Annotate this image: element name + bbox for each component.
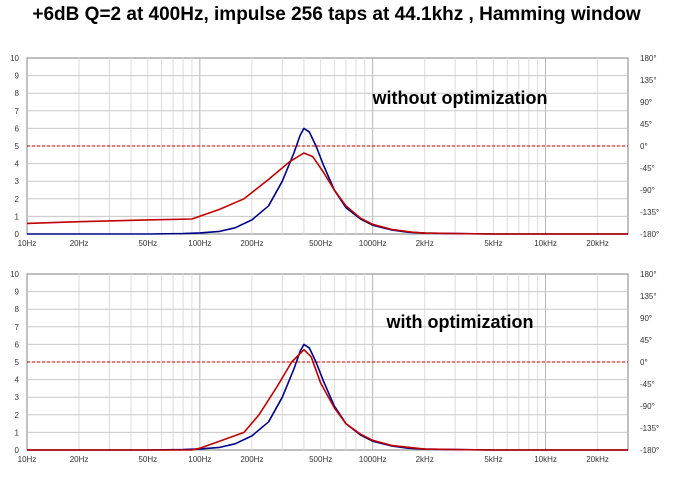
y2-tick-label: 180°	[640, 54, 657, 63]
x-tick-label: 500Hz	[309, 455, 332, 464]
y-tick-label: 8	[15, 89, 20, 98]
x-tick-label: 20kHz	[586, 239, 609, 248]
x-tick-label: 50Hz	[138, 455, 157, 464]
x-tick-label: 100Hz	[188, 239, 211, 248]
y2-tick-label: 0°	[640, 142, 648, 151]
panel-annotation: without optimization	[372, 88, 548, 108]
x-tick-label: 2kHz	[416, 239, 434, 248]
x-tick-label: 10kHz	[534, 239, 557, 248]
x-tick-label: 10Hz	[18, 239, 37, 248]
y2-tick-label: -180°	[640, 446, 659, 455]
y-tick-label: 1	[15, 212, 20, 221]
y2-tick-label: 135°	[640, 292, 657, 301]
x-tick-label: 1000Hz	[359, 239, 387, 248]
x-tick-label: 500Hz	[309, 239, 332, 248]
y-tick-label: 4	[15, 160, 20, 169]
y-tick-label: 6	[15, 124, 20, 133]
y-tick-label: 2	[15, 411, 20, 420]
y2-tick-label: -135°	[640, 208, 659, 217]
y-tick-label: 0	[15, 446, 20, 455]
y-tick-label: 10	[10, 54, 19, 63]
y-tick-label: 5	[15, 358, 20, 367]
x-tick-label: 20kHz	[586, 455, 609, 464]
y-tick-label: 1	[15, 428, 20, 437]
y2-tick-label: -90°	[640, 402, 655, 411]
x-tick-label: 50Hz	[138, 239, 157, 248]
y2-tick-label: -135°	[640, 424, 659, 433]
y2-tick-label: -90°	[640, 186, 655, 195]
x-tick-label: 200Hz	[240, 455, 263, 464]
y2-tick-label: 90°	[640, 314, 652, 323]
x-tick-label: 20Hz	[70, 239, 89, 248]
x-tick-label: 1000Hz	[359, 455, 387, 464]
y-tick-label: 4	[15, 376, 20, 385]
y-tick-label: 5	[15, 142, 20, 151]
series-line	[26, 152, 628, 235]
y2-tick-label: 45°	[640, 336, 652, 345]
y-tick-label: 7	[15, 107, 20, 116]
y2-tick-label: 45°	[640, 120, 652, 129]
y-tick-label: 9	[15, 72, 20, 81]
y2-tick-label: -180°	[640, 230, 659, 239]
y-tick-label: 0	[15, 230, 20, 239]
y2-tick-label: 0°	[640, 358, 648, 367]
x-tick-label: 10kHz	[534, 455, 557, 464]
y-tick-label: 3	[15, 393, 20, 402]
y-tick-label: 2	[15, 195, 20, 204]
y-tick-label: 8	[15, 305, 20, 314]
y-tick-label: 6	[15, 340, 20, 349]
x-tick-label: 5kHz	[484, 239, 502, 248]
y2-tick-label: 180°	[640, 270, 657, 279]
x-tick-label: 20Hz	[70, 455, 89, 464]
y-tick-label: 9	[15, 288, 20, 297]
y2-tick-label: 90°	[640, 98, 652, 107]
y2-tick-label: -45°	[640, 164, 655, 173]
y-tick-label: 7	[15, 323, 20, 332]
y2-tick-label: 135°	[640, 76, 657, 85]
panel-annotation: with optimization	[386, 312, 534, 332]
x-tick-label: 200Hz	[240, 239, 263, 248]
x-tick-label: 2kHz	[416, 455, 434, 464]
y-tick-label: 10	[10, 270, 19, 279]
x-tick-label: 100Hz	[188, 455, 211, 464]
y2-tick-label: -45°	[640, 380, 655, 389]
y-tick-label: 3	[15, 177, 20, 186]
page-title: +6dB Q=2 at 400Hz, impulse 256 taps at 4…	[32, 4, 641, 25]
series-line	[27, 348, 628, 451]
x-tick-label: 5kHz	[484, 455, 502, 464]
x-tick-label: 10Hz	[18, 455, 37, 464]
